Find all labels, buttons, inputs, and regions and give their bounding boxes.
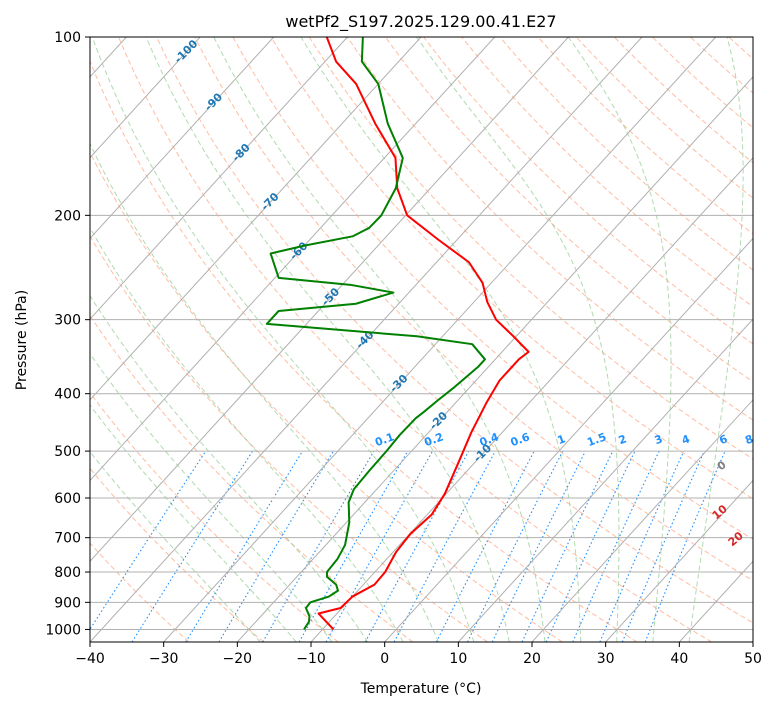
mixing-ratio-label: 0.6 <box>509 430 532 449</box>
moist-adiabat <box>90 142 439 642</box>
isotherm-line <box>457 318 753 642</box>
x-axis-ticks: −40 −30 −20 −10 0 10 20 30 40 50 <box>75 642 762 667</box>
mixing-ratio-line <box>185 450 304 642</box>
x-tick-label: 40 <box>670 651 688 667</box>
mixing-ratio-label: 0.2 <box>423 430 446 449</box>
x-tick-label: 50 <box>744 651 762 667</box>
x-tick-label: −20 <box>223 651 253 667</box>
isotherm-line <box>90 37 643 642</box>
isotherm-line <box>605 479 753 642</box>
x-tick-label: 0 <box>380 651 389 667</box>
isotherm-line <box>384 237 753 642</box>
temperature-profile-line <box>317 37 530 631</box>
dry-adiabat <box>270 37 753 500</box>
isotherm-line <box>90 37 422 401</box>
moist-adiabat <box>91 37 475 642</box>
mixing-ratio-line <box>467 450 564 642</box>
mixing-ratio-line <box>325 450 434 642</box>
x-tick-label: −40 <box>75 651 105 667</box>
grid-lines <box>90 37 753 642</box>
mixing-ratio-line <box>131 450 254 642</box>
y-tick-label: 400 <box>54 387 81 403</box>
mixing-ratio-line <box>364 450 470 642</box>
mixing-ratio-line <box>90 450 207 631</box>
moist-adiabat <box>90 294 369 642</box>
dry-adiabat <box>308 37 753 460</box>
y-tick-label: 300 <box>54 313 81 329</box>
x-axis-label: Temperature (°C) <box>360 681 482 697</box>
mixing-ratio-label: 3 <box>653 432 665 447</box>
dry-adiabat <box>194 37 753 582</box>
mixing-ratio-line <box>393 450 496 642</box>
y-tick-label: 500 <box>54 444 81 460</box>
mixing-ratio-label: 1 <box>556 432 568 447</box>
mixing-ratio-label: 1.5 <box>585 430 608 449</box>
chart-title: wetPf2_S197.2025.129.00.41.E27 <box>285 12 556 32</box>
x-tick-label: 30 <box>597 651 615 667</box>
isotherm-line <box>310 156 753 642</box>
dry-adiabat <box>90 60 638 642</box>
mixing-ratio-label: 0.4 <box>478 430 501 449</box>
moist-adiabats <box>90 37 744 642</box>
isotherm-line <box>90 37 201 159</box>
dry-adiabat <box>90 151 563 642</box>
dry-adiabat <box>385 37 753 383</box>
plot-area: -100-90-80-70-60-50-40-30-20-100.1 0.2 0.4… <box>90 37 771 642</box>
moist-adiabat <box>90 404 297 642</box>
mixing-ratio-label: 0.1 <box>373 430 396 449</box>
dewpoint-profile-line <box>265 37 486 630</box>
moist-adiabat <box>213 37 546 642</box>
profile-series <box>265 37 530 631</box>
plot-frame <box>89 36 754 643</box>
isotherm-line <box>90 37 496 482</box>
mixing-ratio-label: 8 <box>743 432 755 447</box>
y-tick-label: 800 <box>54 565 81 581</box>
y-tick-label: 600 <box>54 491 81 507</box>
moist-adiabat <box>145 37 510 642</box>
moist-adiabat <box>90 226 404 642</box>
x-tick-label: 20 <box>523 651 541 667</box>
isotherm-line <box>236 76 753 642</box>
isotherm-line <box>90 37 275 240</box>
mixing-ratio-label: 2 <box>617 432 629 447</box>
x-tick-label: −10 <box>296 651 326 667</box>
x-tick-label: 10 <box>449 651 467 667</box>
moist-adiabat <box>416 37 620 642</box>
isotherm-line <box>90 37 569 563</box>
y-axis-label: Pressure (hPa) <box>14 290 30 390</box>
mixing-ratio-label: 6 <box>718 432 730 447</box>
dry-adiabat <box>232 37 753 540</box>
y-tick-label: 100 <box>54 30 81 46</box>
mixing-ratio-label: 4 <box>680 432 692 447</box>
mixing-ratio-line <box>621 450 705 642</box>
y-axis-ticks: 100 200 300 400 500 600 700 800 900 1000 <box>45 30 90 638</box>
moist-adiabat <box>567 37 672 642</box>
mixing-ratio-line <box>572 450 660 642</box>
dry-adiabat <box>118 37 713 642</box>
x-tick-label: −30 <box>149 651 179 667</box>
y-tick-label: 1000 <box>45 622 81 638</box>
dry-adiabat <box>423 37 753 345</box>
mixing-ratio-line <box>599 450 685 642</box>
y-tick-label: 200 <box>54 208 81 224</box>
isotherm-line <box>90 37 348 320</box>
moist-adiabat <box>90 450 261 642</box>
y-tick-label: 700 <box>54 531 81 547</box>
moist-adiabat <box>688 37 744 642</box>
y-tick-label: 900 <box>54 595 81 611</box>
isotherm-line <box>531 399 753 642</box>
moist-adiabat-label: 30 <box>751 550 771 570</box>
